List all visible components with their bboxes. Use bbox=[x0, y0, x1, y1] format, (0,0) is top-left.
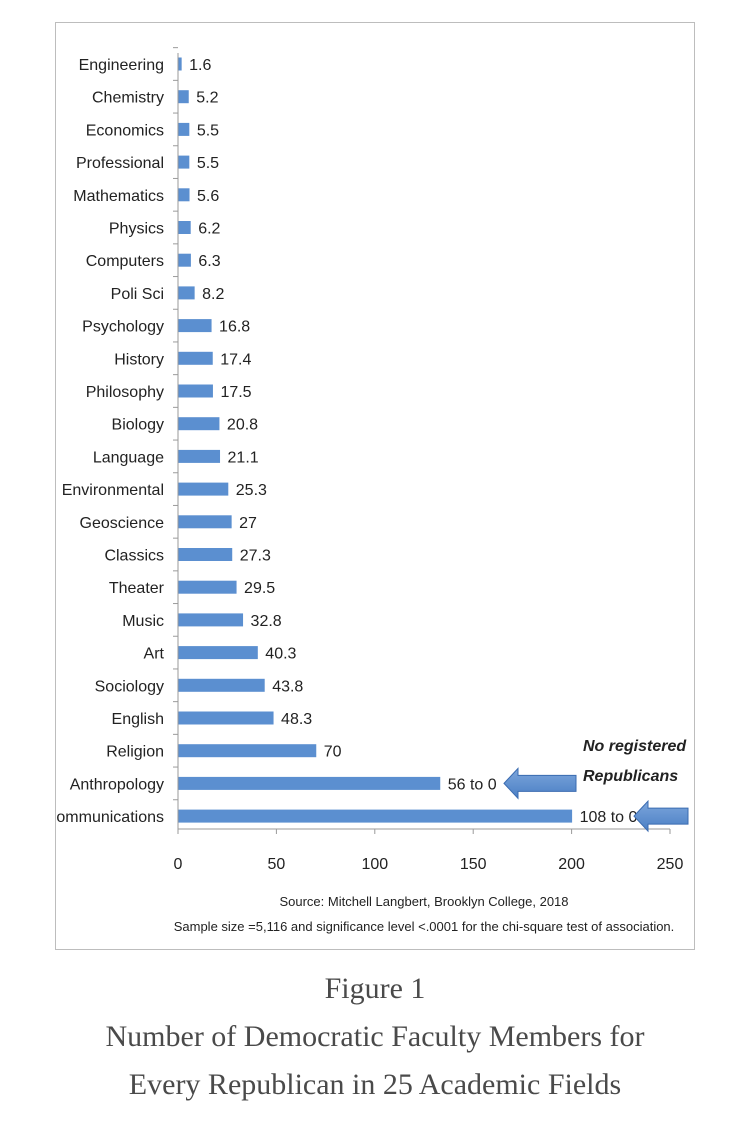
arrow-anthropology-icon bbox=[503, 767, 577, 800]
value-label: 1.6 bbox=[189, 57, 211, 74]
category-label: Sociology bbox=[95, 678, 164, 695]
value-label: 29.5 bbox=[244, 580, 275, 597]
bar-professional bbox=[178, 155, 190, 169]
bar-religion bbox=[178, 744, 317, 758]
value-label: 25.3 bbox=[236, 482, 267, 499]
category-label: English bbox=[112, 711, 164, 728]
category-label: Psychology bbox=[82, 319, 164, 336]
category-label: Poli Sci bbox=[111, 286, 164, 303]
bar-geoscience bbox=[178, 515, 232, 529]
bar-economics bbox=[178, 122, 190, 136]
bar-philosophy bbox=[178, 384, 213, 398]
bar-computers bbox=[178, 253, 191, 267]
figure-number: Figure 1 bbox=[324, 972, 426, 1005]
value-label: 6.3 bbox=[198, 253, 220, 270]
bar-poli-sci bbox=[178, 286, 195, 300]
figure-title-line-1: Number of Democratic Faculty Members for bbox=[105, 1020, 645, 1053]
bar-theater bbox=[178, 580, 237, 594]
bar-anthropology bbox=[178, 776, 441, 790]
value-label: 70 bbox=[324, 744, 342, 761]
value-label: 27 bbox=[239, 515, 257, 532]
bar-sociology bbox=[178, 678, 265, 692]
x-tick-label: 100 bbox=[361, 856, 388, 873]
category-label: Art bbox=[144, 646, 165, 663]
category-label: Geoscience bbox=[80, 515, 165, 532]
value-label: 5.5 bbox=[197, 122, 219, 139]
bar-environmental bbox=[178, 482, 229, 496]
category-label: Physics bbox=[109, 221, 164, 238]
bar-language bbox=[178, 449, 221, 463]
category-label: Classics bbox=[104, 548, 164, 565]
value-label: 20.8 bbox=[227, 417, 258, 434]
category-label: Communications bbox=[56, 809, 164, 826]
category-label: Language bbox=[93, 449, 164, 466]
value-label: 32.8 bbox=[251, 613, 282, 630]
chart-frame: Engineering 1.6 Chemistry 5.2 Economics 5.5 Pr… bbox=[55, 22, 695, 950]
bar-chemistry bbox=[178, 90, 189, 104]
value-label: 108 to 0 bbox=[580, 809, 638, 826]
category-label: Theater bbox=[109, 580, 165, 597]
source-line: Source: Mitchell Langbert, Brooklyn Coll… bbox=[279, 894, 568, 909]
sample-size-note: Sample size =5,116 and significance leve… bbox=[174, 919, 675, 934]
figure-title-line-2: Every Republican in 25 Academic Fields bbox=[128, 1068, 622, 1101]
x-tick-label: 50 bbox=[268, 856, 286, 873]
bar-history bbox=[178, 351, 213, 365]
category-label: Anthropology bbox=[70, 776, 164, 793]
value-label: 5.6 bbox=[197, 188, 219, 205]
category-label: Economics bbox=[86, 122, 164, 139]
x-tick-label: 0 bbox=[174, 856, 183, 873]
value-label: 8.2 bbox=[202, 286, 224, 303]
category-label: Mathematics bbox=[73, 188, 164, 205]
value-label: 17.5 bbox=[220, 384, 251, 401]
category-label: Environmental bbox=[62, 482, 164, 499]
bar-biology bbox=[178, 417, 220, 431]
value-label: 43.8 bbox=[272, 678, 303, 695]
bar-engineering bbox=[178, 57, 182, 71]
value-label: 48.3 bbox=[281, 711, 312, 728]
value-label: 5.2 bbox=[196, 90, 218, 107]
value-label: 5.5 bbox=[197, 155, 219, 172]
bar-physics bbox=[178, 221, 191, 234]
category-label: Professional bbox=[76, 155, 164, 172]
category-label: Philosophy bbox=[86, 384, 164, 401]
value-label: 6.2 bbox=[198, 221, 220, 238]
category-label: Music bbox=[122, 613, 164, 630]
x-tick-label: 150 bbox=[460, 856, 487, 873]
bar-communications bbox=[178, 809, 573, 823]
value-label: 27.3 bbox=[240, 548, 271, 565]
value-label: 56 to 0 bbox=[448, 776, 497, 793]
category-label: Engineering bbox=[79, 57, 164, 74]
category-label: Religion bbox=[106, 744, 164, 761]
value-label: 21.1 bbox=[228, 449, 259, 466]
bar-mathematics bbox=[178, 188, 190, 202]
bar-chart: Engineering 1.6 Chemistry 5.2 Economics 5.5 Pr… bbox=[56, 47, 689, 934]
bar-psychology bbox=[178, 319, 212, 333]
bar-art bbox=[178, 646, 258, 660]
annotation-line-1: No registered bbox=[583, 738, 687, 755]
value-label: 16.8 bbox=[219, 319, 250, 336]
category-label: Computers bbox=[86, 253, 164, 270]
bar-music bbox=[178, 613, 244, 627]
value-label: 40.3 bbox=[265, 646, 296, 663]
annotation-line-2: Republicans bbox=[583, 768, 678, 785]
x-tick-label: 250 bbox=[657, 856, 684, 873]
bar-english bbox=[178, 711, 274, 725]
value-label: 17.4 bbox=[220, 351, 251, 368]
category-label: History bbox=[114, 351, 164, 368]
arrow-communications-icon bbox=[633, 799, 689, 833]
category-label: Biology bbox=[112, 417, 164, 434]
bar-classics bbox=[178, 548, 233, 561]
category-label: Chemistry bbox=[92, 90, 164, 107]
x-tick-label: 200 bbox=[558, 856, 585, 873]
